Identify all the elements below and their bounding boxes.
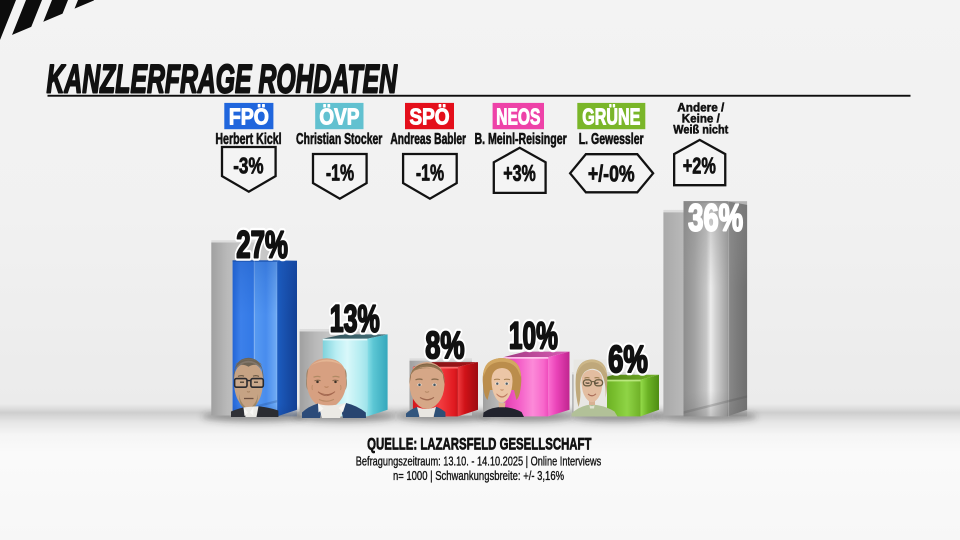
svg-text:Christian Stocker: Christian Stocker xyxy=(296,131,382,148)
svg-text:-1%: -1% xyxy=(416,160,444,186)
svg-text:Herbert Kickl: Herbert Kickl xyxy=(215,131,281,148)
svg-text:KANZLERFRAGE ROHDATEN: KANZLERFRAGE ROHDATEN xyxy=(47,57,398,102)
svg-text:Keine /: Keine / xyxy=(682,114,721,126)
svg-text:Weiß nicht: Weiß nicht xyxy=(673,125,728,137)
svg-text:+2%: +2% xyxy=(683,153,716,179)
svg-text:ÖVP: ÖVP xyxy=(319,104,359,130)
svg-text:Andreas Babler: Andreas Babler xyxy=(390,131,466,148)
svg-text:+3%: +3% xyxy=(503,160,536,186)
svg-text:Andere /: Andere / xyxy=(677,103,725,115)
svg-text:n= 1000 | Schwankungsbreite: +: n= 1000 | Schwankungsbreite: +/- 3,16% xyxy=(393,468,564,483)
svg-text:13%: 13% xyxy=(330,298,380,340)
svg-text:13%: 13% xyxy=(330,298,380,340)
svg-text:8%: 8% xyxy=(425,324,464,366)
svg-text:27%: 27% xyxy=(236,223,288,265)
svg-text:10%: 10% xyxy=(509,314,558,356)
svg-text:Befragungszeitraum: 13.10. - 1: Befragungszeitraum: 13.10. - 14.10.2025 … xyxy=(356,454,602,469)
svg-text:-3%: -3% xyxy=(233,153,263,179)
svg-text:6%: 6% xyxy=(608,338,648,380)
svg-text:36%: 36% xyxy=(688,197,743,239)
svg-text:SPÖ: SPÖ xyxy=(410,104,450,130)
svg-text:8%: 8% xyxy=(425,324,464,366)
svg-text:NEOS: NEOS xyxy=(496,104,540,130)
svg-text:QUELLE: LAZARSFELD GESELLSCHAF: QUELLE: LAZARSFELD GESELLSCHAFT xyxy=(367,435,591,453)
svg-text:GRÜNE: GRÜNE xyxy=(582,104,640,130)
svg-text:6%: 6% xyxy=(608,338,648,380)
svg-text:B. Meinl-Reisinger: B. Meinl-Reisinger xyxy=(475,131,567,148)
svg-text:27%: 27% xyxy=(236,223,288,265)
svg-text:FPÖ: FPÖ xyxy=(229,104,269,130)
svg-text:-1%: -1% xyxy=(326,160,354,186)
svg-text:+/-0%: +/-0% xyxy=(588,161,635,187)
svg-text:10%: 10% xyxy=(509,314,558,356)
svg-text:L. Gewessler: L. Gewessler xyxy=(579,131,644,148)
